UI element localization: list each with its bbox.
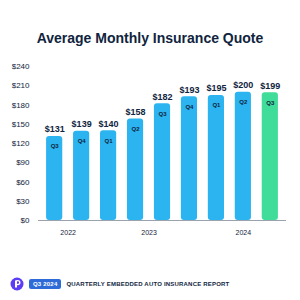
svg-text:$30: $30: [16, 197, 30, 206]
svg-text:Q3: Q3: [266, 100, 275, 106]
svg-text:$139: $139: [72, 119, 92, 129]
svg-text:$200: $200: [233, 80, 253, 90]
svg-text:$182: $182: [152, 92, 172, 102]
svg-text:$158: $158: [126, 107, 146, 117]
html-text:Average Monthly Insurance Quot: Average Monthly Insurance Quote: [36, 30, 264, 46]
svg-text:$210: $210: [12, 81, 30, 90]
svg-text:$180: $180: [12, 101, 30, 110]
html-text:Q3 2024: Q3 2024: [33, 281, 58, 287]
svg-text:$240: $240: [12, 62, 30, 71]
svg-text:Q2: Q2: [239, 99, 248, 105]
svg-text:$199: $199: [260, 81, 280, 91]
svg-text:Q4: Q4: [185, 104, 194, 110]
svg-text:$120: $120: [12, 139, 30, 148]
svg-text:$131: $131: [45, 124, 65, 134]
svg-text:Q1: Q1: [212, 102, 221, 108]
svg-text:Q1: Q1: [105, 138, 114, 144]
svg-text:$90: $90: [16, 158, 30, 167]
svg-text:$193: $193: [179, 85, 199, 95]
svg-text:$0: $0: [21, 216, 30, 225]
svg-text:Q2: Q2: [132, 126, 141, 132]
svg-text:Q3: Q3: [158, 111, 167, 117]
svg-text:$140: $140: [99, 119, 119, 129]
svg-text:Q4: Q4: [78, 138, 87, 144]
svg-text:$150: $150: [12, 120, 30, 129]
svg-text:2023: 2023: [141, 229, 157, 236]
svg-text:$60: $60: [16, 178, 30, 187]
html-text:QUARTERLY EMBEDDED AUTO INSURA: QUARTERLY EMBEDDED AUTO INSURANCE REPORT: [66, 281, 230, 287]
svg-text:$195: $195: [206, 83, 226, 93]
svg-text:2022: 2022: [60, 229, 76, 236]
svg-text:Q3: Q3: [51, 143, 60, 149]
svg-text:2024: 2024: [236, 229, 252, 236]
